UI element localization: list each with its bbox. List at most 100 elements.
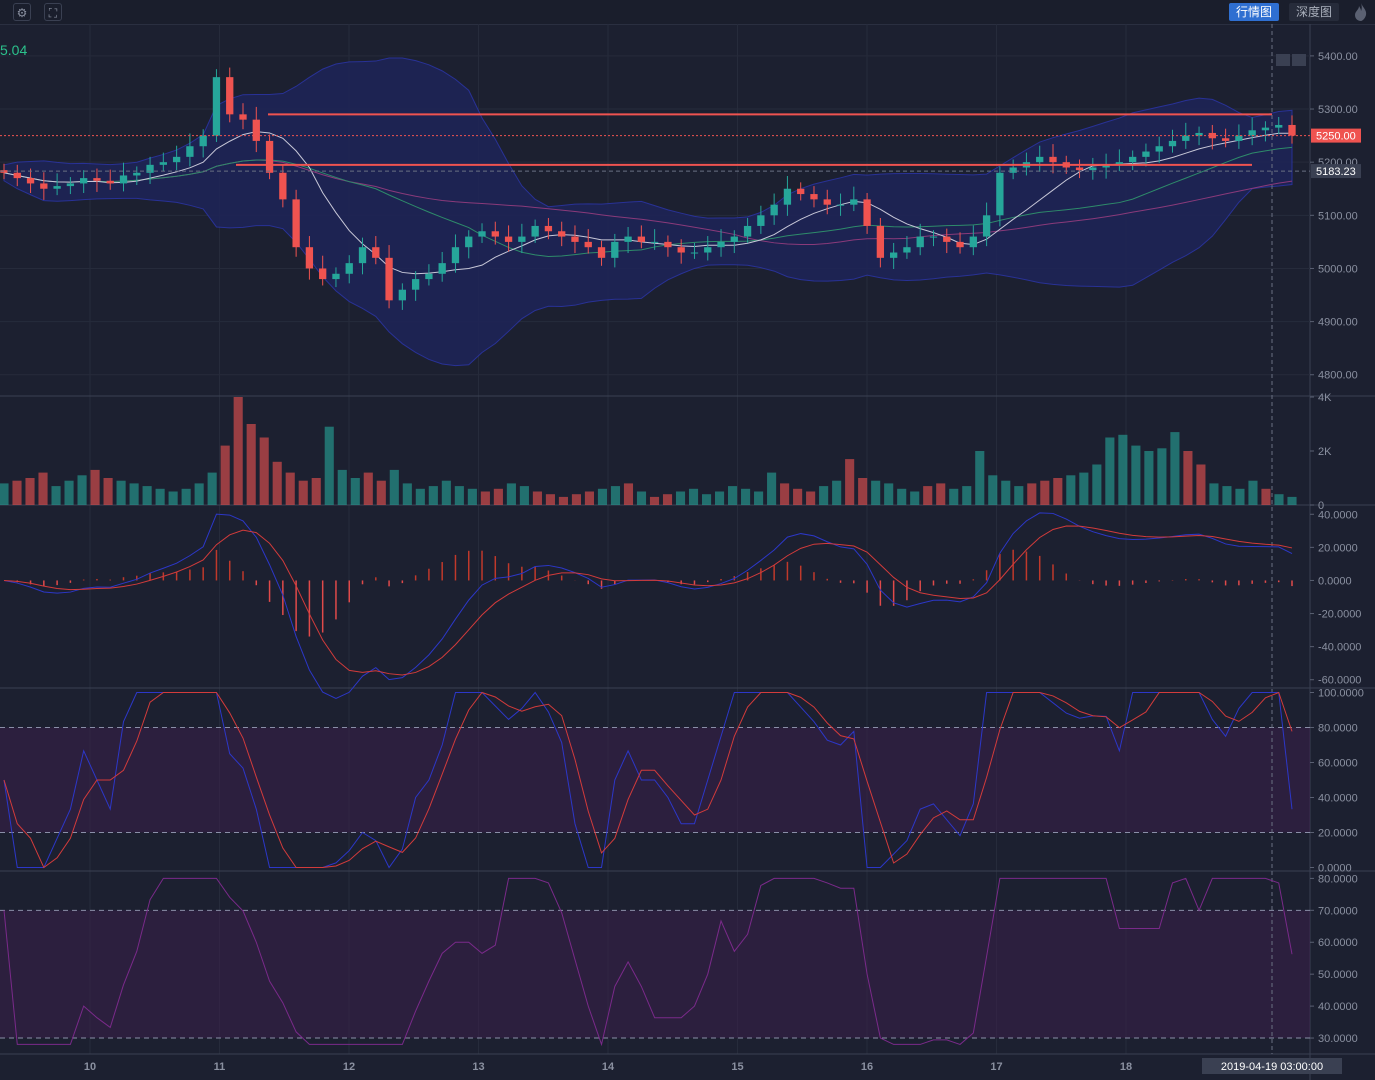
candle <box>810 194 818 200</box>
volume-bar <box>90 469 100 505</box>
candle <box>783 188 792 205</box>
candle <box>1168 140 1177 147</box>
x-tick-label: 13 <box>472 1061 484 1073</box>
volume-bar <box>741 488 751 505</box>
y-tick-label: 5000.00 <box>1318 263 1358 275</box>
volume-bar <box>1027 483 1037 505</box>
y-tick-label: 4900.00 <box>1318 317 1358 329</box>
volume-bar <box>858 478 868 505</box>
candle <box>889 252 898 258</box>
candle <box>1275 124 1283 128</box>
candle <box>66 183 75 187</box>
candle <box>1182 135 1190 141</box>
volume-bar <box>116 480 126 505</box>
volume-bar <box>363 472 373 505</box>
x-tick-label: 10 <box>84 1061 96 1073</box>
candle <box>119 175 128 184</box>
volume-bar <box>1144 451 1154 505</box>
candle <box>943 236 951 242</box>
candle <box>53 186 61 189</box>
y-tick-label: 20.0000 <box>1318 828 1358 840</box>
candle <box>624 236 632 242</box>
volume-bar <box>155 488 165 505</box>
candle <box>1049 156 1057 163</box>
fire-icon <box>1355 3 1367 21</box>
candle <box>252 119 260 141</box>
volume-bar <box>558 496 568 505</box>
y-tick-label: 60.0000 <box>1318 937 1358 949</box>
y-tick-label: 100.0000 <box>1318 688 1364 700</box>
candle <box>491 231 499 237</box>
volume-bar <box>649 496 660 505</box>
volume-bar <box>259 437 269 505</box>
candle <box>239 114 247 120</box>
y-tick-label: 40.0000 <box>1318 509 1358 521</box>
candle <box>637 236 646 242</box>
candle <box>996 172 1004 216</box>
fullscreen-icon[interactable]: ⛶ <box>44 3 62 21</box>
x-tick-label: 11 <box>214 1061 226 1073</box>
y-tick-label: 0 <box>1318 500 1324 512</box>
crosshair-price-label: 5183.23 <box>1316 166 1356 178</box>
volume-bar <box>1118 434 1128 505</box>
chart-area[interactable]: 10 11 12 13 14 15 16 17 185400.005300.005200.005… <box>0 24 1375 1080</box>
volume-bar <box>389 469 399 505</box>
volume-bar <box>376 480 386 505</box>
volume-bar <box>701 494 712 505</box>
y-tick-label: -60.0000 <box>1318 675 1361 687</box>
volume-bar <box>1235 488 1245 505</box>
volume-bar <box>1183 451 1193 505</box>
crosshair-price-badge <box>1311 164 1361 179</box>
volume-bar <box>688 488 699 505</box>
macd-dif-line <box>3 512 1293 699</box>
volume-bar <box>246 424 256 505</box>
moving-average-mid <box>3 146 1293 258</box>
candle <box>836 204 845 206</box>
volume-bar <box>324 426 334 505</box>
candle <box>372 247 380 258</box>
candle <box>411 279 420 290</box>
y-tick-label: 40.0000 <box>1318 793 1358 805</box>
candle <box>1142 151 1150 157</box>
candle <box>186 146 194 157</box>
candle <box>863 199 871 226</box>
volume-bar <box>545 494 555 505</box>
stochastic-d-line <box>3 691 1293 869</box>
candle <box>279 172 287 200</box>
candle <box>305 247 314 269</box>
volume-bar <box>1001 480 1011 505</box>
y-tick-label: 50.0000 <box>1318 969 1358 981</box>
volume-bar <box>1222 486 1232 505</box>
current-price-badge <box>1311 128 1361 143</box>
volume-bar <box>285 472 295 505</box>
volume-bar <box>571 494 581 505</box>
toolbar: ⚙ ⛶ 行情图 深度图 <box>0 0 1375 25</box>
candle <box>770 204 778 216</box>
candle <box>172 156 181 163</box>
settings-icon[interactable]: ⚙ <box>13 3 31 21</box>
volume-bar <box>871 480 881 505</box>
candle <box>226 77 234 115</box>
candle <box>969 236 977 248</box>
tab-market[interactable]: 行情图 <box>1229 3 1280 21</box>
candle <box>133 172 141 176</box>
candle <box>1009 167 1017 173</box>
rsi-line <box>3 877 1293 1047</box>
y-tick-label: 5400.00 <box>1318 51 1358 63</box>
tab-depth[interactable]: 深度图 <box>1289 3 1340 21</box>
candle <box>106 180 114 184</box>
volume-bar <box>428 486 438 505</box>
candle <box>40 183 48 189</box>
volume-bar <box>1079 472 1089 505</box>
volume-bar <box>675 491 686 505</box>
x-tick-label: 17 <box>990 1061 1002 1073</box>
candle <box>730 236 738 242</box>
candle <box>743 225 752 237</box>
candle <box>1155 146 1163 152</box>
candle <box>650 241 659 243</box>
partial-price-value: 5.04 <box>0 42 28 58</box>
volume-bar <box>845 459 855 505</box>
candle <box>80 178 88 184</box>
volume-bar <box>597 488 608 505</box>
volume-bar <box>233 397 243 505</box>
